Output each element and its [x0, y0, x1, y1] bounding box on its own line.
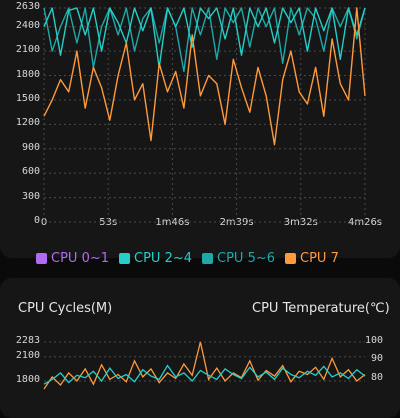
cpu-temperature-title: CPU Temperature(℃) [252, 301, 390, 316]
cpu-frequency-chart [43, 7, 366, 223]
freq-legend: CPU 0~1 CPU 2~4 CPU 5~6 CPU 7 [36, 250, 339, 266]
series-line-cpu-7 [43, 341, 366, 390]
legend-label: CPU 5~6 [217, 250, 275, 266]
y-tick-label: 2100 [15, 44, 40, 56]
legend-label: CPU 0~1 [51, 250, 109, 266]
cpu-cycles-chart [43, 341, 366, 390]
x-tick-label: 1m46s [155, 217, 190, 228]
series-line-cpu-7 [43, 7, 366, 146]
y-tick-label-left: 1800 [15, 373, 40, 385]
legend-swatch [202, 252, 213, 264]
y-tick-label: 1800 [15, 68, 40, 80]
series-line-cpu-5-6 [43, 7, 366, 73]
y-tick-label-left: 2100 [15, 349, 40, 361]
x-tick-label: 2m39s [219, 217, 254, 228]
y-tick-label: 600 [21, 166, 40, 178]
cpu-cycles-title: CPU Cycles(M) [18, 301, 113, 316]
y-tick-label: 0 [33, 215, 40, 226]
legend-swatch [36, 252, 47, 264]
y-tick-label: 1200 [15, 117, 40, 129]
y-tick-label-right: 100 [364, 335, 383, 346]
legend-swatch [119, 252, 130, 264]
y-tick-label: 300 [21, 190, 40, 202]
y-tick-label-right: 90 [370, 353, 383, 365]
legend-item-cpu5-6[interactable]: CPU 5~6 [202, 251, 275, 266]
y-tick-label: 900 [21, 141, 40, 153]
x-tick-label: 53s [99, 217, 118, 228]
legend-label: CPU 2~4 [134, 250, 192, 266]
y-tick-label-left: 2283 [15, 335, 40, 346]
y-tick-label: 2630 [15, 1, 40, 12]
legend-swatch [285, 252, 296, 264]
series-line-cpu-2-4 [43, 7, 366, 69]
cpu-cycles-card [0, 278, 400, 418]
legend-item-cpu7[interactable]: CPU 7 [285, 251, 339, 266]
y-tick-label: 2400 [15, 19, 40, 31]
y-tick-label: 1500 [15, 92, 40, 104]
series-line-cpu-2-4 [43, 364, 366, 385]
legend-item-cpu2-4[interactable]: CPU 2~4 [119, 251, 192, 266]
legend-item-cpu0-1[interactable]: CPU 0~1 [36, 251, 109, 266]
x-tick-label: 4m26s [347, 217, 383, 228]
y-tick-label-right: 80 [370, 371, 383, 383]
legend-label: CPU 7 [300, 250, 339, 266]
